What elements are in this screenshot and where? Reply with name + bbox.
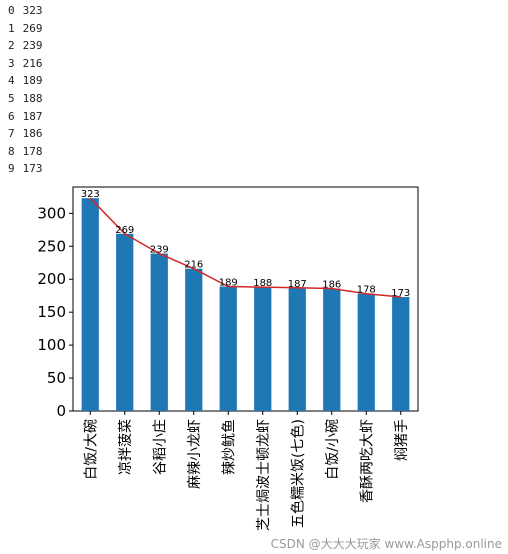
console-line: 7 186 (8, 125, 51, 143)
console-value: 216 (22, 56, 43, 70)
x-tick-label: 五色糯米饭(七色) (289, 419, 306, 528)
console-line: 4 189 (8, 72, 51, 90)
console-index: 7 (8, 127, 15, 141)
y-tick-label: 50 (47, 369, 66, 387)
console-line: 2 239 (8, 37, 51, 55)
x-tick-label: 焖猪手 (394, 419, 410, 461)
console-line: 8 178 (8, 143, 51, 161)
bar (254, 287, 272, 411)
y-tick-label: 300 (37, 204, 66, 222)
plot-frame (72, 186, 419, 412)
y-tick-label: 200 (37, 270, 66, 288)
console-value: 178 (22, 144, 43, 158)
x-tick-label: 白饭/小碗 (325, 419, 341, 480)
bar (392, 297, 410, 411)
x-tick-label: 麻辣小龙虾 (187, 419, 203, 489)
x-tick-label: 谷稻小庄 (151, 419, 168, 475)
data-label: 239 (150, 245, 169, 256)
x-tick-label: 香酥两吃大虾 (359, 419, 375, 503)
x-tick-label: 凉拌菠菜 (118, 419, 134, 475)
console-line: 5 188 (8, 90, 51, 108)
console-value: 173 (22, 162, 43, 176)
console-index: 6 (8, 109, 15, 123)
console-line: 1 269 (8, 20, 51, 38)
chart-trend-line (89, 197, 401, 298)
console-value: 323 (22, 4, 43, 17)
data-label: 178 (357, 285, 376, 296)
console-index: 0 (8, 4, 15, 17)
console-index: 2 (8, 39, 15, 53)
y-tick-label: 150 (37, 303, 66, 321)
bar (185, 268, 203, 411)
console-index: 3 (8, 56, 15, 70)
console-index: 9 (8, 162, 15, 176)
bar (288, 287, 306, 411)
console-line: 9 173 (8, 160, 51, 178)
data-label: 269 (115, 225, 134, 236)
console-index: 1 (8, 21, 15, 35)
console-line: 6 187 (8, 108, 51, 126)
console-value: 188 (22, 91, 43, 105)
console-value: 186 (22, 127, 43, 141)
console-line: 3 216 (8, 55, 51, 73)
console-index: 5 (8, 91, 15, 105)
x-tick-label: 白饭/大碗 (83, 419, 99, 480)
data-label: 323 (81, 189, 100, 200)
data-label: 186 (322, 279, 341, 290)
y-tick-label: 0 (56, 402, 66, 420)
x-tick-label: 辣炒鱿鱼 (220, 419, 237, 475)
data-label: 216 (184, 260, 203, 271)
bar (357, 293, 375, 411)
chart-bars (81, 198, 410, 411)
y-tick-label: 100 (37, 336, 66, 354)
data-label: 189 (219, 277, 238, 288)
bar (116, 233, 134, 411)
data-label: 187 (288, 279, 307, 290)
x-tick-label: 芝士焗波士顿龙虾 (256, 419, 272, 531)
chart-axes (72, 186, 419, 412)
watermark: CSDN @大大大玩家 www.Aspphp.online (270, 537, 502, 551)
bar (81, 198, 99, 411)
console-value: 187 (22, 109, 43, 123)
data-label: 173 (391, 288, 410, 299)
console-value: 239 (22, 39, 43, 53)
console-value: 189 (22, 74, 43, 88)
data-label: 188 (253, 278, 272, 289)
console-line: 0 323 (8, 2, 51, 20)
chart-ticks: 0 50 100 150 200 250 300 白饭/大碗 凉拌菠菜 谷稻小庄 麻辣小龙虾 辣炒鱿鱼… (37, 204, 409, 531)
console-index: 4 (8, 74, 15, 88)
console-value: 269 (22, 21, 43, 35)
y-tick-label: 250 (37, 237, 66, 255)
chart-data-labels: 323 269 239 216 189 188 187 186 178 173 (81, 189, 411, 299)
console-output: 0 323 1 269 2 239 3 216 4 189 5 188 6 187 7 186 8 178 9 173 (8, 2, 51, 178)
bar (150, 253, 168, 411)
trend-line (89, 197, 401, 298)
bar (323, 288, 341, 411)
bar (219, 286, 237, 411)
console-index: 8 (8, 144, 15, 158)
